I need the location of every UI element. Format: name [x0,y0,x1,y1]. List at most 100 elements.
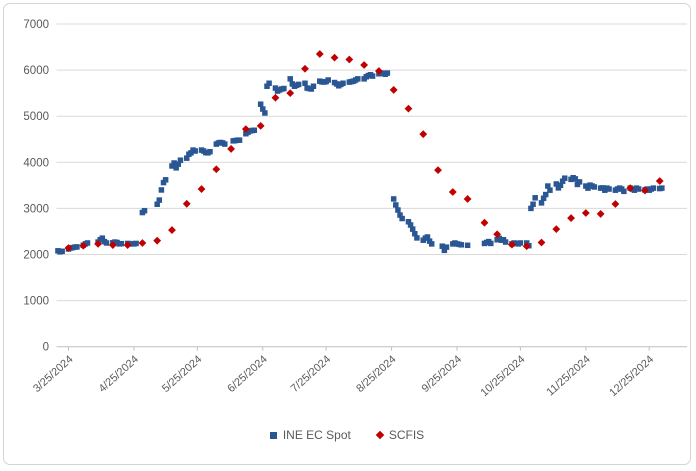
data-point-ine-ec-spot [175,161,182,167]
data-point-scfis [493,230,502,239]
data-point-scfis [197,185,206,193]
data-point-ine-ec-spot [502,239,509,245]
data-point-ine-ec-spot [659,185,665,191]
legend-label-ine-ec-spot: INE EC Spot [282,428,351,442]
data-point-ine-ec-spot [407,222,414,228]
data-point-ine-ec-spot [236,137,243,143]
data-point-ine-ec-spot [561,175,568,181]
data-point-ine-ec-spot [557,182,564,189]
data-point-ine-ec-spot [443,244,450,250]
data-point-ine-ec-spot [650,185,657,191]
data-point-ine-ec-spot [540,195,547,202]
legend-label-scfis: SCFIS [388,428,425,442]
data-point-ine-ec-spot [635,186,642,192]
data-point-ine-ec-spot [393,202,399,208]
data-point-ine-ec-spot [458,242,465,248]
chart-svg: 0 1000 2000 3000 4000 5000 6000 7000 3/25/2024 4/… [23,19,687,399]
data-point-ine-ec-spot [84,240,91,246]
data-point-scfis [286,89,295,98]
data-point-scfis [108,241,117,249]
data-point-ine-ec-spot [355,76,361,82]
data-point-ine-ec-spot [310,83,317,89]
data-point-ine-ec-spot [399,215,405,222]
data-point-ine-ec-spot [547,187,553,193]
data-point-ine-ec-spot [158,187,165,193]
data-point-ine-ec-spot [572,176,579,182]
legend: INE EC Spot SCFIS [4,428,690,442]
data-point-scfis [404,104,413,113]
data-point-ine-ec-spot [192,148,198,154]
data-point-scfis [581,209,590,217]
chart-area[interactable]: 0 1000 2000 3000 4000 5000 6000 7000 3/25/2024 4/… [3,3,691,465]
data-point-ine-ec-spot [177,157,184,163]
data-point-ine-ec-spot [542,191,549,198]
data-point-scfis [241,125,250,134]
data-point-ine-ec-spot [257,101,264,107]
data-point-scfis [611,200,620,208]
data-point-scfis [345,55,354,64]
data-point-ine-ec-spot [118,240,125,247]
data-point-scfis [463,195,472,203]
data-point-ine-ec-spot [302,80,308,86]
x-axis-label: 5/25/2024 [160,353,204,395]
data-point-ine-ec-spot [390,196,397,202]
y-axis-label: 6000 [23,65,49,77]
data-point-ine-ec-spot [426,238,433,244]
data-point-scfis [552,225,561,234]
data-point-ine-ec-spot [162,177,169,183]
data-point-ine-ec-spot [559,178,566,184]
data-point-scfis [434,166,442,175]
x-axis-label: 6/25/2024 [225,353,269,395]
data-point-scfis [522,242,531,251]
data-point-scfis [227,145,235,153]
data-point-scfis [567,214,575,222]
data-point-ine-ec-spot [591,184,598,190]
scfis-marker-icon [375,430,385,440]
data-point-ine-ec-spot [281,85,287,92]
data-point-ine-ec-spot [439,243,446,249]
data-point-scfis [79,241,88,250]
data-point-scfis [64,244,73,252]
data-point-ine-ec-spot [171,160,177,166]
data-point-scfis [389,86,398,94]
y-axis-label: 3000 [23,203,49,215]
y-axis-label: 2000 [23,250,49,262]
data-point-ine-ec-spot [188,150,194,156]
data-point-ine-ec-spot [369,73,376,79]
data-point-scfis [271,93,280,102]
legend-item-ine-ec-spot[interactable]: INE EC Spot [269,428,351,442]
data-point-scfis [360,61,369,69]
data-point-ine-ec-spot [441,247,448,254]
data-point-ine-ec-spot [325,77,331,83]
data-point-ine-ec-spot [99,235,106,241]
data-point-ine-ec-spot [530,201,536,208]
data-point-ine-ec-spot [295,81,302,88]
x-axis-label: 7/25/2024 [289,353,333,395]
data-point-ine-ec-spot [141,207,148,214]
data-point-ine-ec-spot [287,76,293,82]
x-axis-label: 12/25/2024 [607,353,656,399]
data-point-scfis [626,184,635,193]
data-point-ine-ec-spot [412,231,418,237]
data-point-ine-ec-spot [59,248,65,255]
data-point-scfis [123,241,132,249]
data-point-scfis [256,121,265,130]
data-point-ine-ec-spot [517,240,524,246]
x-axis-label: 9/25/2024 [420,353,464,395]
data-point-scfis [94,239,102,248]
data-point-ine-ec-spot [340,80,346,86]
data-point-ine-ec-spot [464,242,471,249]
data-point-ine-ec-spot [414,235,420,241]
y-axis-label: 1000 [23,296,49,308]
x-axis-label: 8/25/2024 [354,353,398,395]
data-point-scfis [375,67,383,75]
data-point-scfis [419,130,428,139]
data-point-ine-ec-spot [606,186,612,192]
data-point-ine-ec-spot [576,179,583,185]
x-axis-label: 3/25/2024 [31,353,75,395]
legend-item-scfis[interactable]: SCFIS [375,428,425,442]
data-point-scfis [315,50,324,58]
data-point-ine-ec-spot [156,197,163,203]
data-point-scfis [448,188,457,196]
data-point-ine-ec-spot [133,240,139,247]
